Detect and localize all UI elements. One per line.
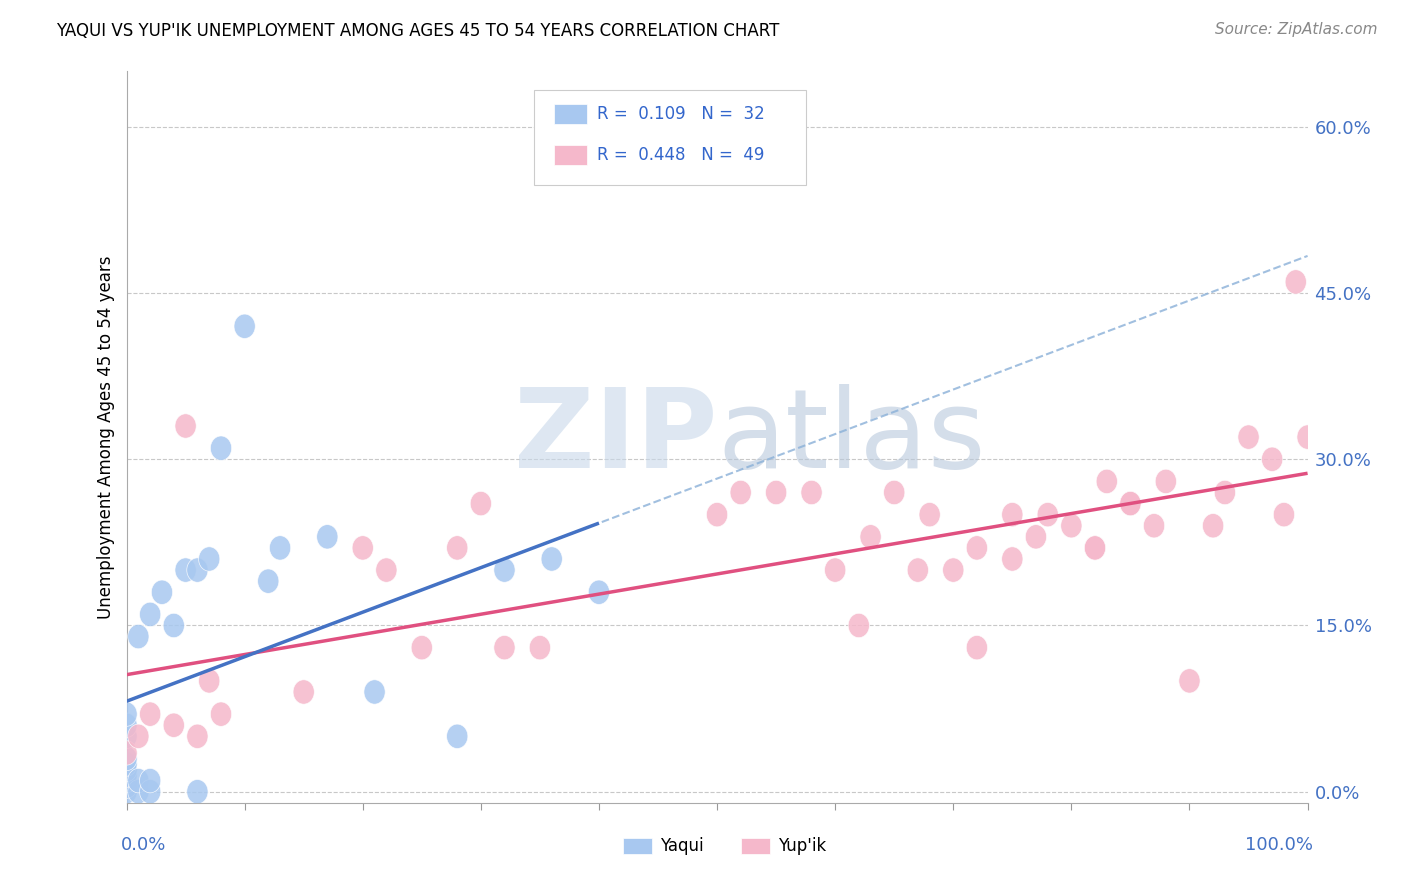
Ellipse shape bbox=[494, 635, 515, 660]
Ellipse shape bbox=[163, 614, 184, 638]
Ellipse shape bbox=[801, 480, 823, 505]
Ellipse shape bbox=[364, 680, 385, 704]
Text: YAQUI VS YUP'IK UNEMPLOYMENT AMONG AGES 45 TO 54 YEARS CORRELATION CHART: YAQUI VS YUP'IK UNEMPLOYMENT AMONG AGES … bbox=[56, 22, 779, 40]
Ellipse shape bbox=[730, 480, 751, 505]
Ellipse shape bbox=[1119, 491, 1142, 516]
Bar bbox=[623, 838, 652, 854]
Ellipse shape bbox=[139, 780, 160, 804]
Ellipse shape bbox=[447, 724, 468, 748]
Ellipse shape bbox=[128, 724, 149, 748]
Ellipse shape bbox=[706, 502, 728, 527]
Ellipse shape bbox=[257, 569, 278, 593]
Ellipse shape bbox=[942, 558, 965, 582]
Ellipse shape bbox=[411, 635, 433, 660]
Ellipse shape bbox=[860, 524, 882, 549]
Ellipse shape bbox=[1001, 502, 1024, 527]
Ellipse shape bbox=[211, 436, 232, 460]
Ellipse shape bbox=[115, 713, 138, 738]
Ellipse shape bbox=[128, 624, 149, 648]
Ellipse shape bbox=[1296, 425, 1319, 450]
Ellipse shape bbox=[211, 702, 232, 726]
Text: Source: ZipAtlas.com: Source: ZipAtlas.com bbox=[1215, 22, 1378, 37]
Ellipse shape bbox=[198, 547, 219, 571]
Text: Yaqui: Yaqui bbox=[661, 837, 704, 855]
Ellipse shape bbox=[375, 558, 396, 582]
Ellipse shape bbox=[494, 558, 515, 582]
Ellipse shape bbox=[447, 536, 468, 560]
Ellipse shape bbox=[966, 536, 987, 560]
FancyBboxPatch shape bbox=[534, 90, 806, 185]
Ellipse shape bbox=[1178, 669, 1201, 693]
Ellipse shape bbox=[1237, 425, 1260, 450]
Ellipse shape bbox=[115, 724, 138, 748]
Ellipse shape bbox=[1025, 524, 1046, 549]
Ellipse shape bbox=[824, 558, 846, 582]
Ellipse shape bbox=[883, 480, 905, 505]
Ellipse shape bbox=[1274, 502, 1295, 527]
Text: 0.0%: 0.0% bbox=[121, 836, 166, 854]
Ellipse shape bbox=[139, 768, 160, 793]
Ellipse shape bbox=[152, 580, 173, 605]
Ellipse shape bbox=[470, 491, 492, 516]
Ellipse shape bbox=[1202, 514, 1223, 538]
Bar bbox=[554, 145, 588, 165]
Ellipse shape bbox=[115, 702, 138, 726]
Ellipse shape bbox=[529, 635, 551, 660]
Ellipse shape bbox=[163, 713, 184, 738]
Ellipse shape bbox=[139, 702, 160, 726]
Ellipse shape bbox=[187, 780, 208, 804]
Text: ZIP: ZIP bbox=[513, 384, 717, 491]
Ellipse shape bbox=[1060, 514, 1083, 538]
Bar bbox=[741, 838, 770, 854]
Ellipse shape bbox=[1156, 469, 1177, 493]
Ellipse shape bbox=[765, 480, 787, 505]
Ellipse shape bbox=[115, 780, 138, 804]
Ellipse shape bbox=[848, 614, 869, 638]
Ellipse shape bbox=[1084, 536, 1105, 560]
Ellipse shape bbox=[270, 536, 291, 560]
Ellipse shape bbox=[1097, 469, 1118, 493]
Ellipse shape bbox=[1285, 269, 1306, 294]
Ellipse shape bbox=[187, 724, 208, 748]
Ellipse shape bbox=[187, 558, 208, 582]
Ellipse shape bbox=[115, 752, 138, 776]
Ellipse shape bbox=[1001, 547, 1024, 571]
Ellipse shape bbox=[1038, 502, 1059, 527]
Ellipse shape bbox=[115, 757, 138, 781]
Ellipse shape bbox=[1215, 480, 1236, 505]
Text: 100.0%: 100.0% bbox=[1246, 836, 1313, 854]
Ellipse shape bbox=[128, 780, 149, 804]
Text: Yup'ik: Yup'ik bbox=[779, 837, 827, 855]
Ellipse shape bbox=[174, 414, 197, 438]
Ellipse shape bbox=[907, 558, 928, 582]
Ellipse shape bbox=[115, 774, 138, 798]
Ellipse shape bbox=[966, 635, 987, 660]
Text: R =  0.109   N =  32: R = 0.109 N = 32 bbox=[596, 104, 765, 123]
Ellipse shape bbox=[174, 558, 197, 582]
Text: atlas: atlas bbox=[717, 384, 986, 491]
Ellipse shape bbox=[115, 768, 138, 793]
Ellipse shape bbox=[233, 314, 256, 338]
Ellipse shape bbox=[541, 547, 562, 571]
Ellipse shape bbox=[198, 669, 219, 693]
Ellipse shape bbox=[1261, 447, 1282, 472]
Ellipse shape bbox=[115, 763, 138, 788]
Ellipse shape bbox=[292, 680, 315, 704]
Bar bbox=[554, 103, 588, 124]
Ellipse shape bbox=[1143, 514, 1164, 538]
Text: R =  0.448   N =  49: R = 0.448 N = 49 bbox=[596, 145, 763, 164]
Ellipse shape bbox=[115, 740, 138, 765]
Ellipse shape bbox=[588, 580, 610, 605]
Ellipse shape bbox=[115, 747, 138, 771]
Y-axis label: Unemployment Among Ages 45 to 54 years: Unemployment Among Ages 45 to 54 years bbox=[97, 255, 115, 619]
Ellipse shape bbox=[128, 768, 149, 793]
Ellipse shape bbox=[139, 602, 160, 626]
Ellipse shape bbox=[1084, 536, 1105, 560]
Ellipse shape bbox=[352, 536, 374, 560]
Ellipse shape bbox=[1119, 491, 1142, 516]
Ellipse shape bbox=[920, 502, 941, 527]
Ellipse shape bbox=[316, 524, 337, 549]
